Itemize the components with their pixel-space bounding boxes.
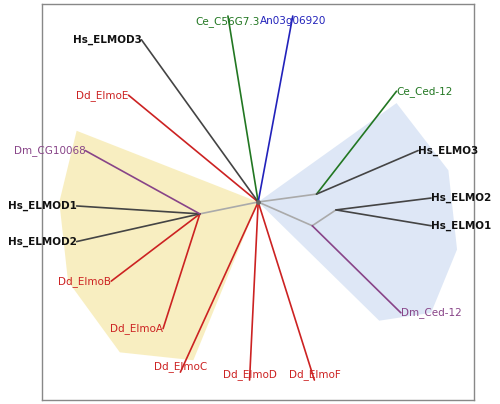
Text: Dd_ElmoB: Dd_ElmoB <box>58 276 111 286</box>
Text: Dd_ElmoA: Dd_ElmoA <box>110 323 163 334</box>
Text: Ce_Ced-12: Ce_Ced-12 <box>396 86 453 97</box>
Text: Hs_ELMOD1: Hs_ELMOD1 <box>8 201 76 211</box>
Text: Dm_Ced-12: Dm_Ced-12 <box>401 307 462 318</box>
Text: Hs_ELMO2: Hs_ELMO2 <box>431 193 492 203</box>
Text: Hs_ELMO1: Hs_ELMO1 <box>431 221 492 231</box>
Text: Dm_CG10068: Dm_CG10068 <box>14 145 86 156</box>
Text: An03g06920: An03g06920 <box>260 16 326 26</box>
Text: Dd_ElmoF: Dd_ElmoF <box>288 369 341 380</box>
Text: Ce_C56G7.3: Ce_C56G7.3 <box>196 16 260 27</box>
Text: Hs_ELMOD2: Hs_ELMOD2 <box>8 236 76 247</box>
Text: Dd_ElmoC: Dd_ElmoC <box>154 361 207 372</box>
Text: Hs_ELMO3: Hs_ELMO3 <box>418 145 478 156</box>
Text: Dd_ElmoD: Dd_ElmoD <box>222 369 276 380</box>
Text: Dd_ElmoE: Dd_ElmoE <box>76 90 128 101</box>
Polygon shape <box>60 131 258 360</box>
Text: Hs_ELMOD3: Hs_ELMOD3 <box>72 35 142 45</box>
Polygon shape <box>258 103 457 321</box>
